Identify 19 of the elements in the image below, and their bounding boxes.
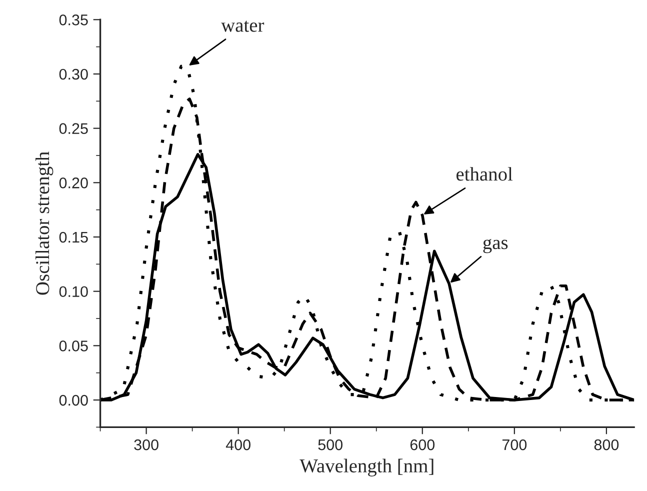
x-tick-label: 300 [134,439,158,450]
annotation: water [221,20,264,32]
x-tick-label: 600 [410,439,435,450]
x-axis-title: Wavelength [nm] [300,458,434,476]
y-tick-label: 0.25 [59,123,88,134]
y-axis-title: Oscillator strength [36,152,54,295]
y-tick-label: 0.30 [59,68,88,80]
y-tick-label: 0.10 [59,286,88,298]
x-tick-label: 500 [318,439,343,450]
annotation: ethanol [456,167,513,181]
x-tick-label: 700 [502,439,527,450]
y-tick-label: 0.05 [59,340,88,352]
x-tick-label: 800 [594,439,619,450]
annotation: gas [483,238,508,254]
x-tick-label: 400 [226,439,250,450]
y-tick-label: 0.35 [59,14,88,26]
y-tick-label: 0.00 [59,394,88,406]
y-tick-label: 0.20 [59,178,88,188]
y-tick-label: 0.15 [59,232,88,243]
